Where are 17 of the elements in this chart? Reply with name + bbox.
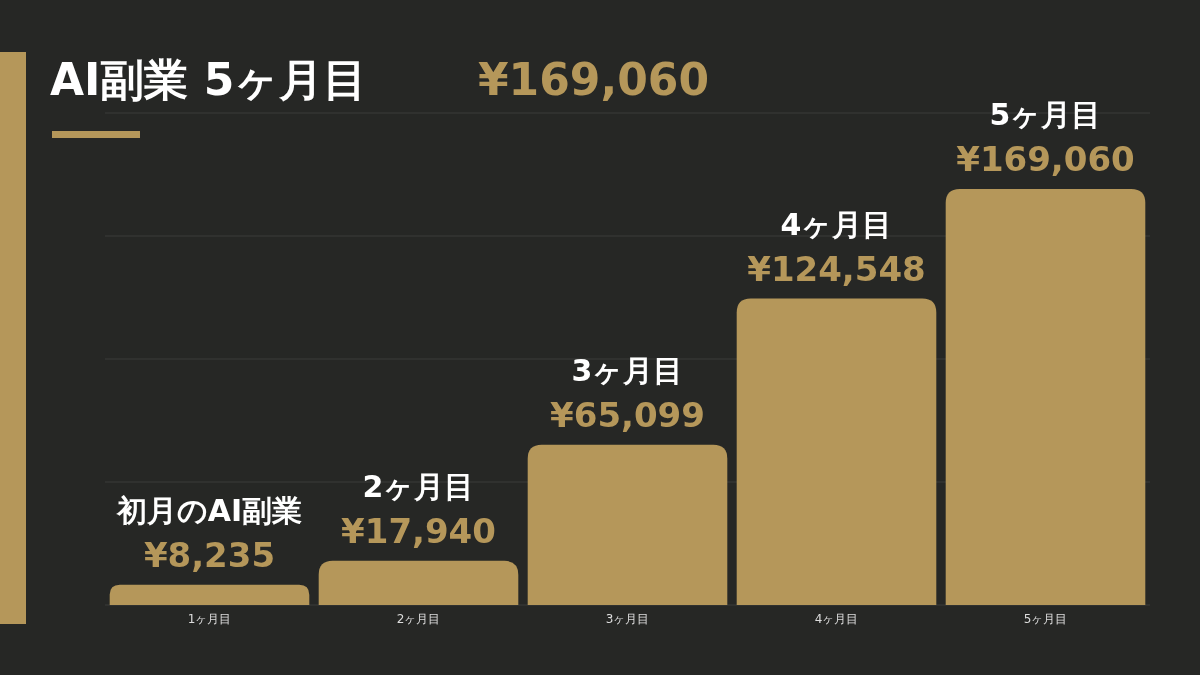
annotation: 5ヶ月目 <box>989 97 1102 133</box>
x-tick-label: 4ヶ月目 <box>814 612 859 626</box>
x-tick-label: 2ヶ月目 <box>396 612 441 626</box>
annotation: 3ヶ月目 <box>571 352 684 388</box>
x-tick-label: 1ヶ月目 <box>187 612 232 626</box>
chart-title: AI副業 5ヶ月目 <box>50 54 368 105</box>
data-label: ¥169,060 <box>956 139 1135 180</box>
data-label: ¥17,940 <box>341 510 496 551</box>
x-tick-label: 3ヶ月目 <box>605 612 650 626</box>
data-label: ¥8,235 <box>143 534 276 575</box>
x-tick-label: 5ヶ月目 <box>1023 612 1068 626</box>
chart-subtitle: ¥169,060 <box>478 54 710 105</box>
data-label: ¥65,099 <box>550 394 705 435</box>
data-label: ¥124,548 <box>747 248 926 289</box>
annotation: 2ヶ月目 <box>362 468 475 504</box>
annotation: 4ヶ月目 <box>780 206 893 242</box>
annotation: 初月のAI副業 <box>115 492 303 528</box>
